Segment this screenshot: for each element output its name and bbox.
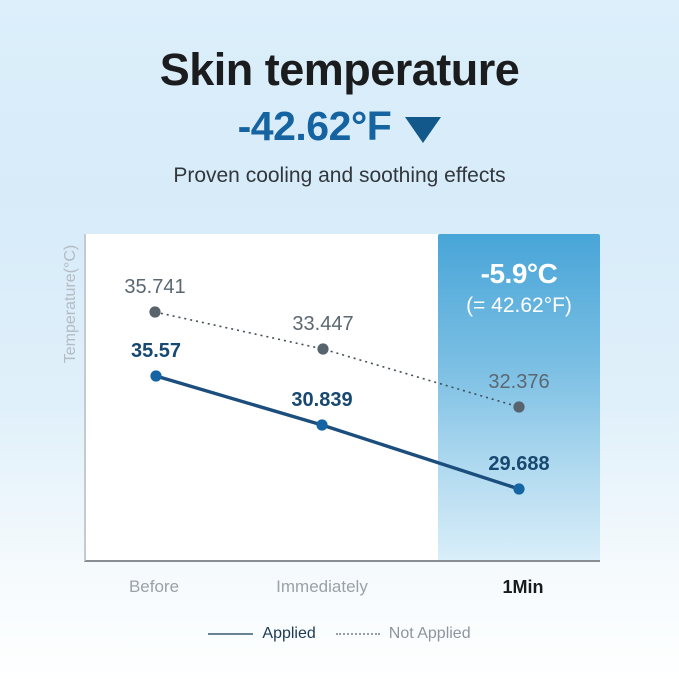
data-label: 29.688 [488,453,550,475]
dotted-line-swatch-icon [335,633,380,635]
delta-row: -42.62°F [0,103,679,150]
solid-line-swatch-icon [208,633,254,635]
delta-value: -42.62°F [237,103,392,149]
legend-item-applied: Applied [208,625,316,643]
legend-item-not-applied: Not Applied [335,625,471,643]
data-label: 33.447 [292,313,354,335]
data-label: 35.57 [130,340,182,362]
data-label: 35.741 [124,276,186,298]
legend-label-applied: Applied [262,625,316,642]
x-axis-label-immediately: Immediately [276,577,368,596]
callout-delta-fahrenheit: (= 42.62°F) [466,294,572,317]
y-axis-label: Temperature(°C) [62,244,79,364]
page-subtitle: Proven cooling and soothing effects [173,164,506,187]
legend-label-not-applied: Not Applied [388,625,471,642]
chart-legend: Applied Not Applied [0,625,679,643]
callout-delta-celsius: -5.9°C [480,258,558,289]
x-axis-label-1min: 1Min [502,577,544,597]
down-triangle-icon [405,117,442,143]
data-label: 32.376 [488,371,550,393]
page-title: Skin temperature [159,44,520,95]
data-label: 30.839 [291,389,353,411]
x-axis-label-before: Before [128,577,180,596]
